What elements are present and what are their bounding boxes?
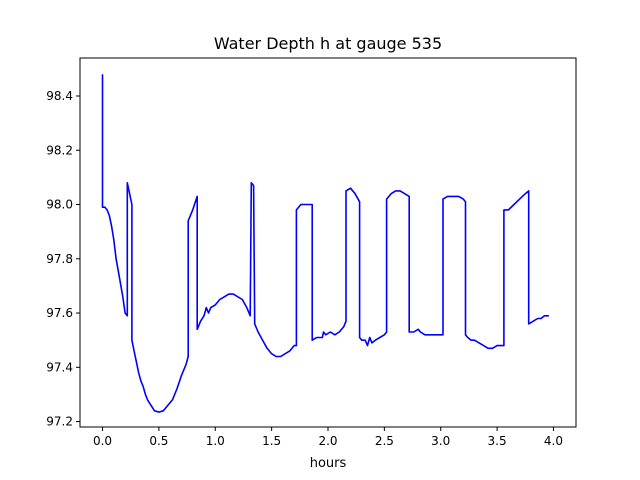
x-tick-label: 1.5	[262, 434, 281, 448]
y-tick-label: 97.6	[46, 306, 73, 320]
x-tick-label: 0.0	[93, 434, 112, 448]
x-tick-label: 3.5	[488, 434, 507, 448]
chart-title: Water Depth h at gauge 535	[214, 34, 442, 53]
y-tick-label: 98.4	[46, 89, 73, 103]
y-tick-label: 97.8	[46, 252, 73, 266]
y-tick-label: 98.0	[46, 198, 73, 212]
x-tick-label: 4.0	[544, 434, 563, 448]
y-axis: 97.2 97.4 97.6 97.8 98.0 98.2 98.4	[46, 89, 80, 429]
y-tick-label: 98.2	[46, 143, 73, 157]
x-axis-label: hours	[310, 456, 347, 471]
x-tick-label: 3.0	[431, 434, 450, 448]
plot-area-frame	[79, 57, 577, 428]
x-tick-label: 2.0	[318, 434, 337, 448]
x-tick-label: 1.0	[206, 434, 225, 448]
y-tick-label: 97.2	[46, 415, 73, 429]
x-tick-label: 2.5	[375, 434, 394, 448]
series-line-water-depth	[101, 74, 549, 413]
x-axis: 0.0 0.5 1.0 1.5 2.0 2.5 3.0 3.5 4.0	[93, 427, 563, 448]
y-tick-label: 97.4	[46, 360, 73, 374]
x-tick-label: 0.5	[149, 434, 168, 448]
